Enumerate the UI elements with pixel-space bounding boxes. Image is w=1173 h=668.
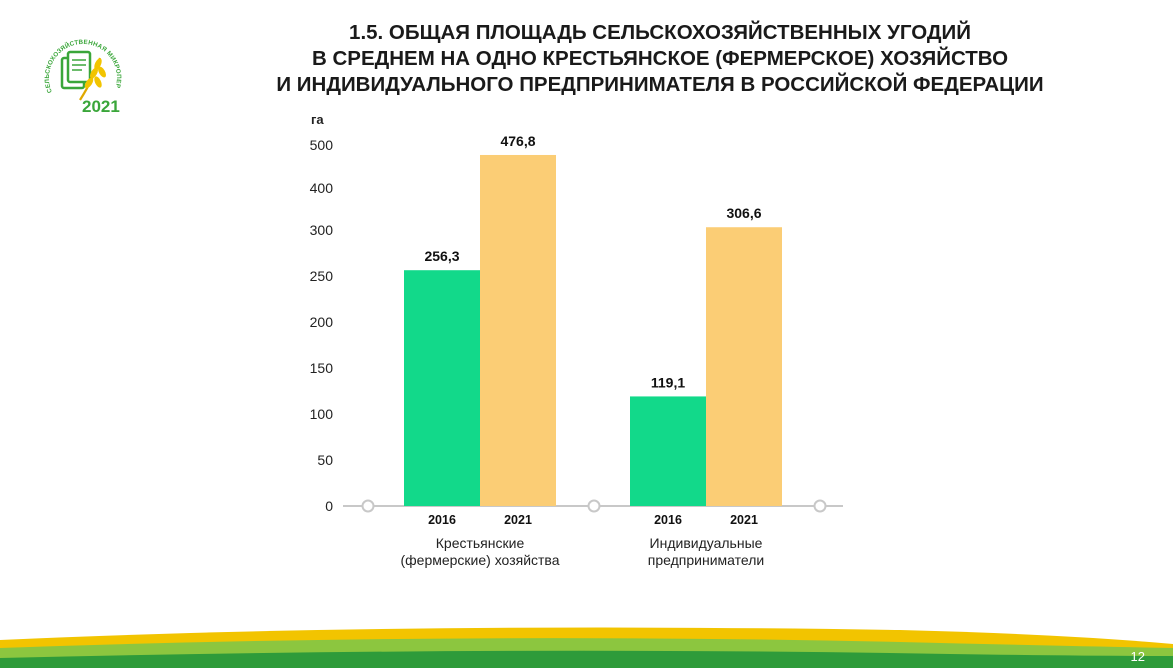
bar-value-label: 306,6 [726,205,761,221]
bar-chart: 0 50 100 150 200 250 300 400 500 га 256,3 2016 476,8… [310,112,843,568]
y-tick-label: 50 [317,452,333,468]
y-tick-label: 500 [310,137,334,153]
y-tick-label: 300 [310,222,334,238]
title-line-3: И ИНДИВИДУАЛЬНОГО ПРЕДПРИНИМАТЕЛЯ В РОСС… [276,73,1044,96]
census-logo: СЕЛЬСКОХОЗЯЙСТВЕННАЯ МИКРОПЕРЕПИСЬ 2021 [38,28,122,116]
category-label: (фермерские) хозяйства [400,552,559,568]
y-tick-label: 200 [310,314,334,330]
bar-value-label: 119,1 [651,374,685,390]
x-tick-year-label: 2016 [428,513,456,527]
axis-marker-circle [587,499,601,513]
x-tick-year-label: 2021 [504,513,532,527]
category-label: Крестьянские [436,535,525,551]
bar-2021 [480,154,556,506]
y-tick-label: 400 [310,180,334,196]
bar-2016 [630,396,706,506]
x-tick-year-label: 2021 [730,513,758,527]
y-tick-label: 150 [310,360,334,376]
category-label: предприниматели [648,552,764,568]
axis-marker-circle [361,499,375,513]
page-number: 12 [1130,649,1145,664]
bar-2016 [404,270,480,506]
y-axis-unit-label: га [311,112,324,127]
title-line-1: 1.5. ОБЩАЯ ПЛОЩАДЬ СЕЛЬСКОХОЗЯЙСТВЕННЫХ … [349,21,971,44]
footer-wave-decoration [0,627,1173,668]
y-tick-label: 0 [325,498,333,514]
page-title: 1.5. ОБЩАЯ ПЛОЩАДЬ СЕЛЬСКОХОЗЯЙСТВЕННЫХ … [160,20,1160,98]
bar-value-label: 476,8 [500,133,535,149]
x-tick-year-label: 2016 [654,513,682,527]
logo-year: 2021 [82,97,120,116]
category-label: Индивидуальные [650,535,763,551]
y-tick-label: 100 [310,406,334,422]
title-line-2: В СРЕДНЕМ НА ОДНО КРЕСТЬЯНСКОЕ (ФЕРМЕРСК… [311,47,1009,70]
bar-value-label: 256,3 [424,248,459,264]
bar-2021 [706,227,782,506]
y-tick-label: 250 [310,268,334,284]
axis-marker-circle [813,499,827,513]
